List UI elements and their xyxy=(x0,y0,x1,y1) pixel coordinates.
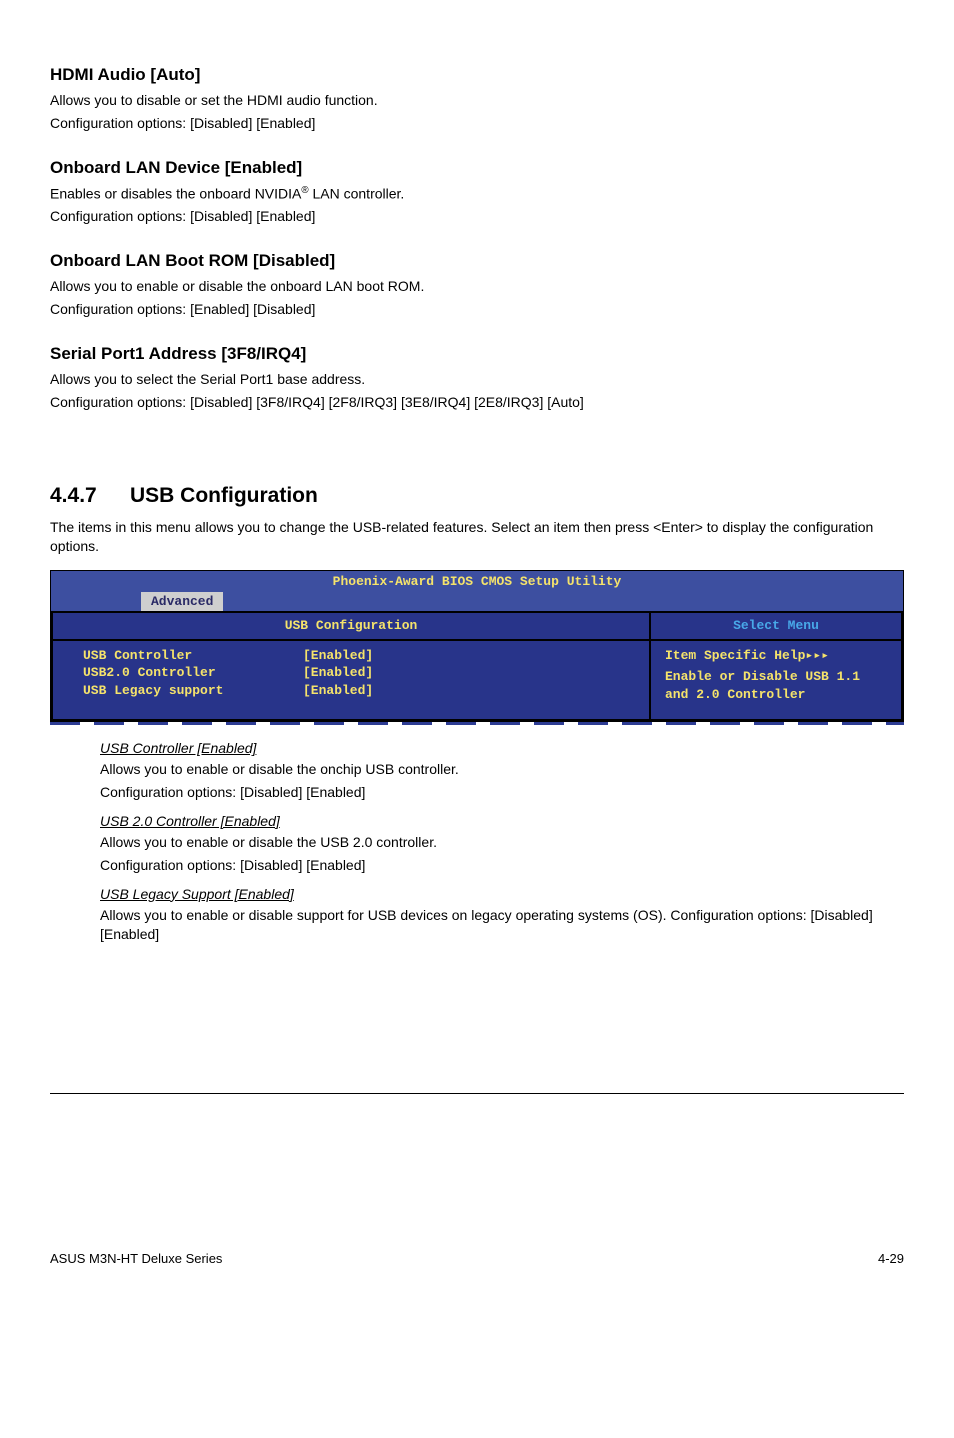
bios-setting-label: USB Legacy support xyxy=(83,682,303,700)
sub-heading-usb-controller: USB Controller [Enabled] xyxy=(100,739,904,758)
sub-heading-usb2-controller: USB 2.0 Controller [Enabled] xyxy=(100,812,904,831)
text: Allows you to enable or disable the onbo… xyxy=(50,277,904,296)
sub-section: USB Controller [Enabled] Allows you to e… xyxy=(100,739,904,943)
footer-right: 4-29 xyxy=(878,1250,904,1268)
bios-left-title: USB Configuration xyxy=(53,613,649,641)
heading-serial-port1: Serial Port1 Address [3F8/IRQ4] xyxy=(50,343,904,366)
section-number: 4.4.7 xyxy=(50,482,130,510)
text: Configuration options: [Disabled] [Enabl… xyxy=(100,783,904,802)
bios-setting-label: USB Controller xyxy=(83,647,303,665)
heading-onboard-lan-boot-rom: Onboard LAN Boot ROM [Disabled] xyxy=(50,250,904,273)
bios-body: USB Configuration USB Controller[Enabled… xyxy=(51,611,903,721)
bios-tab-row: Advanced xyxy=(51,592,903,611)
bios-setting-row: USB2.0 Controller[Enabled] xyxy=(83,664,639,682)
heading-onboard-lan-device: Onboard LAN Device [Enabled] xyxy=(50,157,904,180)
bios-settings: USB Controller[Enabled] USB2.0 Controlle… xyxy=(53,641,649,716)
bios-right-pane: Select Menu Item Specific Help▸▸▸ Enable… xyxy=(650,611,903,721)
text: Allows you to disable or set the HDMI au… xyxy=(50,91,904,110)
text: Allows you to select the Serial Port1 ba… xyxy=(50,370,904,389)
bios-left-pane: USB Configuration USB Controller[Enabled… xyxy=(51,611,650,721)
bios-dashed-line xyxy=(50,722,904,725)
section-title: USB Configuration xyxy=(130,484,318,507)
registered-mark: ® xyxy=(301,185,308,196)
bios-setting-row: USB Controller[Enabled] xyxy=(83,647,639,665)
text: Configuration options: [Disabled] [Enabl… xyxy=(100,856,904,875)
bios-help: Item Specific Help▸▸▸ Enable or Disable … xyxy=(651,641,901,720)
text: Configuration options: [Enabled] [Disabl… xyxy=(50,300,904,319)
text: Enables or disables the onboard NVIDIA xyxy=(50,185,301,201)
page-footer: ASUS M3N-HT Deluxe Series 4-29 xyxy=(50,1244,904,1268)
bios-screenshot: Phoenix-Award BIOS CMOS Setup Utility Ad… xyxy=(50,570,904,723)
sub-heading-usb-legacy: USB Legacy Support [Enabled] xyxy=(100,885,904,904)
text: Enables or disables the onboard NVIDIA® … xyxy=(50,184,904,204)
bios-help-line: Enable or Disable USB 1.1 and 2.0 Contro… xyxy=(665,668,891,703)
bios-setting-value: [Enabled] xyxy=(303,648,373,663)
text: The items in this menu allows you to cha… xyxy=(50,518,904,556)
text: Configuration options: [Disabled] [Enabl… xyxy=(50,207,904,226)
footer-rule xyxy=(50,1093,904,1094)
bios-tab-advanced: Advanced xyxy=(141,592,223,611)
bios-setting-value: [Enabled] xyxy=(303,683,373,698)
text: Allows you to enable or disable support … xyxy=(100,906,904,944)
text: Allows you to enable or disable the USB … xyxy=(100,833,904,852)
text: Configuration options: [Disabled] [Enabl… xyxy=(50,114,904,133)
text: Configuration options: [Disabled] [3F8/I… xyxy=(50,393,904,412)
text: Allows you to enable or disable the onch… xyxy=(100,760,904,779)
footer-left: ASUS M3N-HT Deluxe Series xyxy=(50,1250,222,1268)
bios-setting-label: USB2.0 Controller xyxy=(83,664,303,682)
heading-hdmi-audio: HDMI Audio [Auto] xyxy=(50,64,904,87)
bios-setting-value: [Enabled] xyxy=(303,665,373,680)
text: LAN controller. xyxy=(309,185,405,201)
heading-usb-configuration: 4.4.7USB Configuration xyxy=(50,482,904,510)
bios-right-title: Select Menu xyxy=(651,613,901,641)
bios-titlebar: Phoenix-Award BIOS CMOS Setup Utility xyxy=(51,571,903,593)
bios-setting-row: USB Legacy support[Enabled] xyxy=(83,682,639,700)
bios-help-line: Item Specific Help▸▸▸ xyxy=(665,647,891,665)
